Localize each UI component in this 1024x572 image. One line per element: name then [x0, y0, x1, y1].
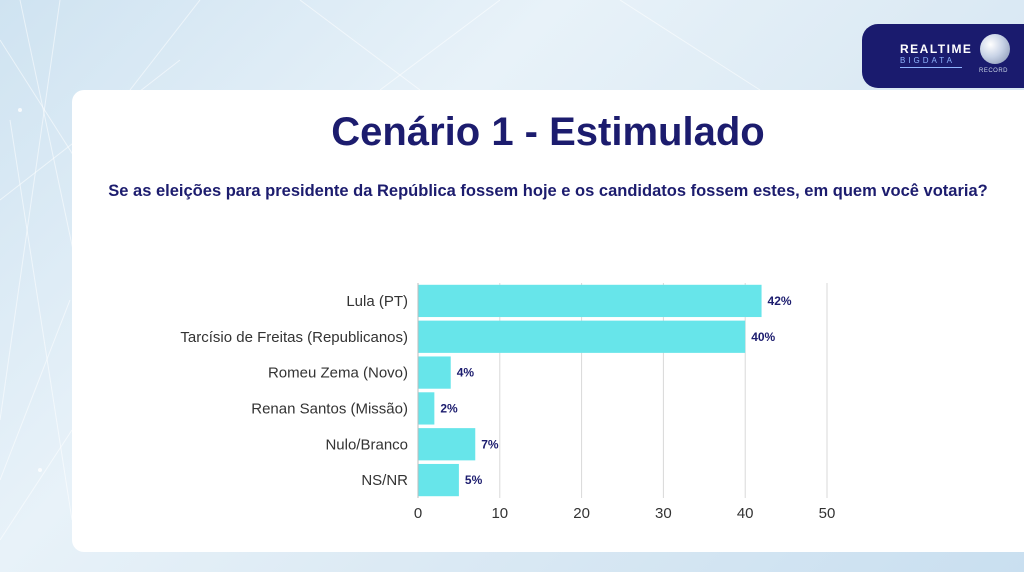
data-label: 2%: [440, 401, 458, 415]
category-label: Lula (PT): [346, 293, 408, 310]
category-label: Renan Santos (Missão): [251, 400, 408, 417]
survey-question: Se as eleições para presidente da Repúbl…: [108, 182, 988, 200]
data-label: 42%: [768, 294, 792, 308]
category-label: NS/NR: [361, 472, 408, 489]
brand-line3: RECORD: [979, 68, 1009, 74]
x-tick-label: 0: [414, 505, 422, 522]
bar: [418, 320, 746, 353]
bar: [418, 356, 451, 389]
bar: [418, 428, 476, 461]
bar: [418, 284, 762, 318]
record-globe-icon: [980, 34, 1010, 64]
x-tick-label: 40: [737, 505, 754, 522]
data-label: 7%: [481, 437, 499, 451]
data-label: 4%: [457, 366, 475, 380]
brand-underline: [900, 67, 962, 68]
x-tick-label: 30: [655, 505, 672, 522]
brand-line2: BIGDATA: [900, 56, 955, 65]
x-tick-label: 20: [573, 505, 590, 522]
brand-logo: REALTIME BIGDATA RECORD: [862, 24, 1024, 88]
data-label: 40%: [751, 330, 775, 344]
bar: [418, 463, 459, 497]
x-tick-label: 10: [491, 505, 508, 522]
category-label: Romeu Zema (Novo): [268, 365, 408, 382]
data-label: 5%: [465, 473, 483, 487]
category-label: Nulo/Branco: [325, 436, 408, 453]
x-tick-label: 50: [819, 505, 836, 522]
category-label: Tarcísio de Freitas (Republicanos): [180, 329, 408, 346]
brand-line1: REALTIME: [900, 42, 973, 56]
bar: [418, 392, 435, 425]
page-title: Cenário 1 - Estimulado: [331, 110, 765, 154]
